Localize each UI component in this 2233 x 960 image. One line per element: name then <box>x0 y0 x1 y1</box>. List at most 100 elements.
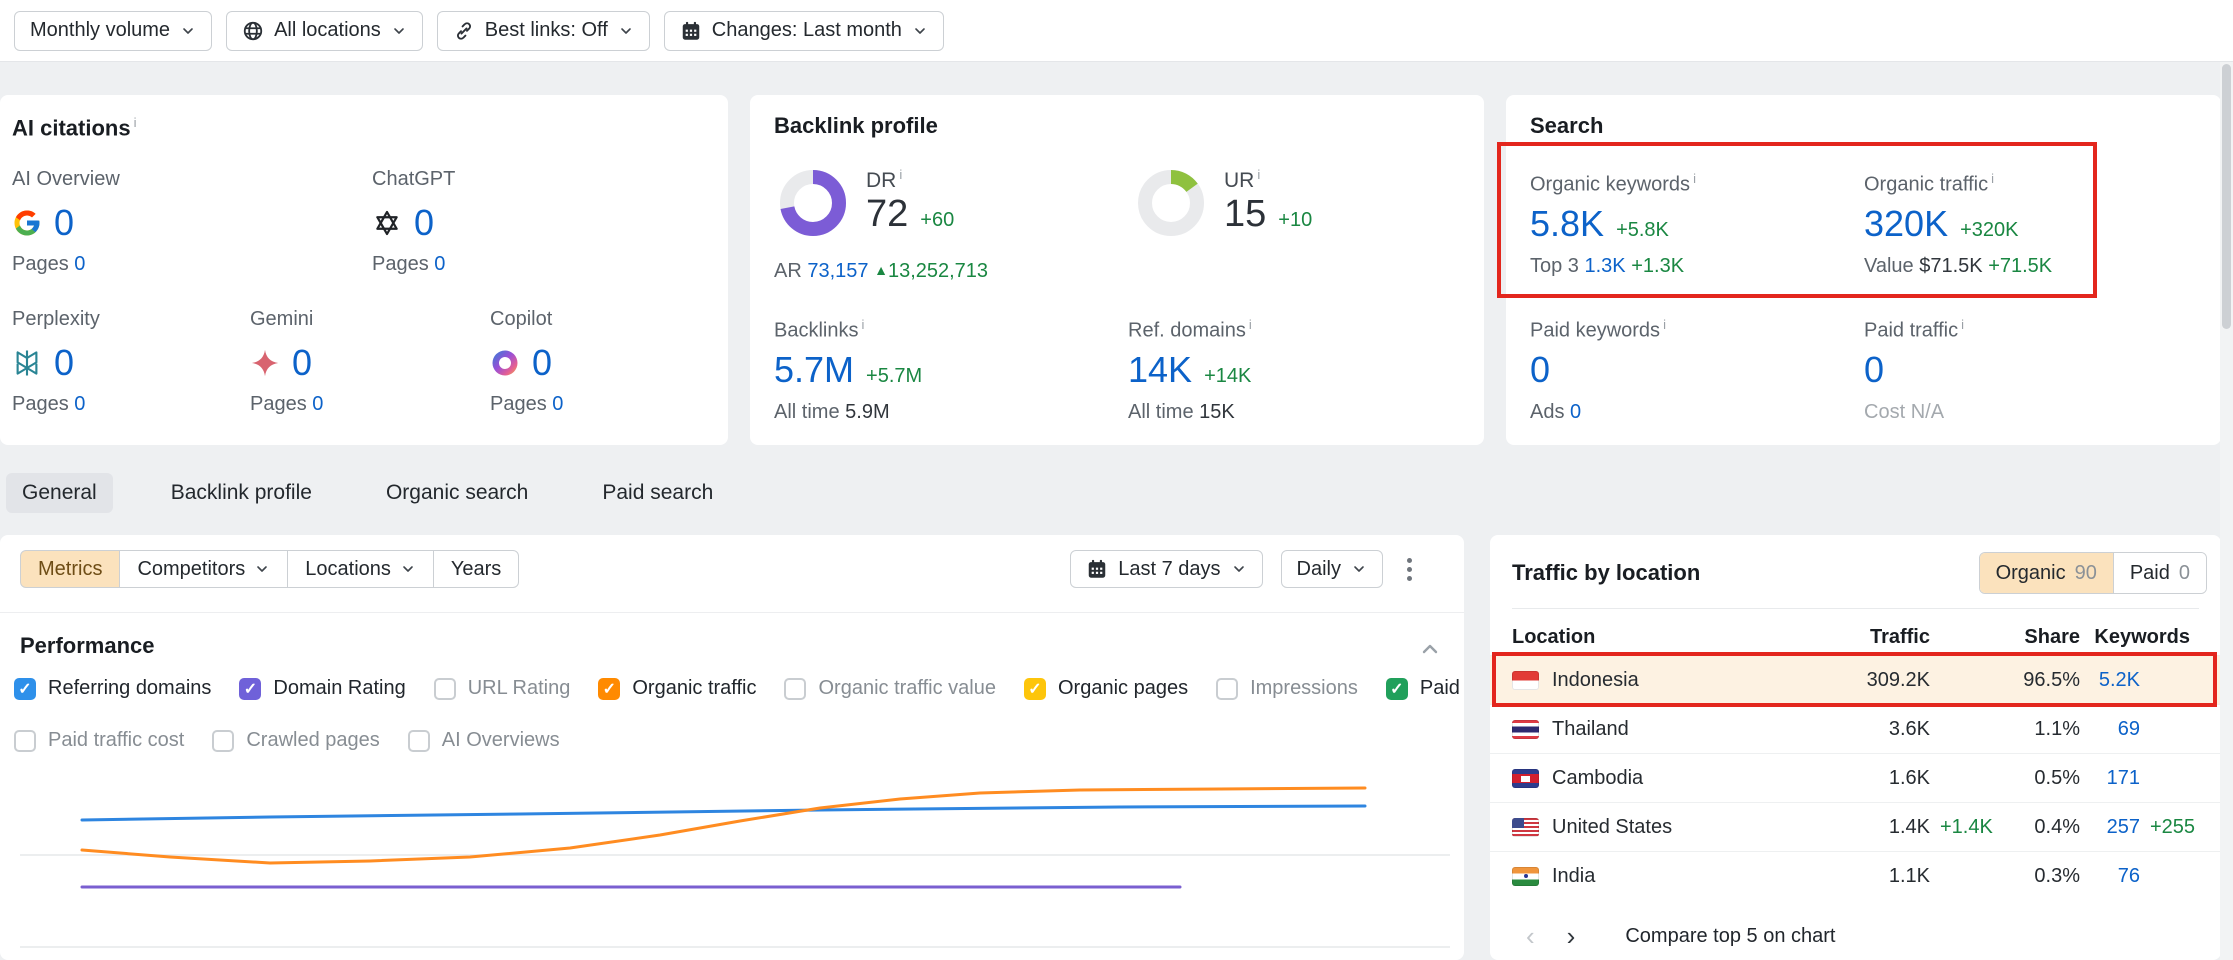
next-page-chevron-icon[interactable]: › <box>1566 921 1576 951</box>
backlinks-alltime: 5.9M <box>845 400 890 423</box>
metrics-button[interactable]: Metrics <box>20 550 121 588</box>
keywords-count[interactable]: 76 <box>2117 864 2140 887</box>
pages-count[interactable]: 0 <box>74 393 86 415</box>
checkbox-icon <box>1023 677 1046 700</box>
ref-domains-value[interactable]: 14K <box>1128 348 1193 390</box>
checkbox-organic-traffic-value[interactable]: Organic traffic value <box>784 677 996 700</box>
location-name: United States <box>1552 815 1673 838</box>
keywords-count[interactable]: 5.2K <box>2098 668 2140 691</box>
info-icon: i <box>1257 167 1261 182</box>
ur-value: 15 <box>1224 193 1267 235</box>
checkbox-label: Organic traffic value <box>818 677 996 699</box>
page-scrollbar[interactable] <box>2220 62 2233 960</box>
scrollbar-thumb[interactable] <box>2222 64 2231 329</box>
info-icon: i <box>899 167 903 182</box>
tab-general[interactable]: General <box>6 473 113 513</box>
table-row-indonesia[interactable]: Indonesia 309.2K 96.5% 5.2K <box>1490 655 2221 704</box>
calendar-icon <box>682 21 700 40</box>
locations-filter[interactable]: All locations <box>226 10 423 51</box>
tab-backlink-profile[interactable]: Backlink profile <box>170 481 312 504</box>
changes-filter[interactable]: Changes: Last month <box>663 10 944 51</box>
keywords-count[interactable]: 69 <box>2117 717 2140 740</box>
keywords-count[interactable]: 257 <box>2106 815 2140 838</box>
table-row-cambodia[interactable]: Cambodia 1.6K 0.5% 171 <box>1490 753 2221 802</box>
years-button[interactable]: Years <box>432 550 520 588</box>
ar-value[interactable]: 73,157 <box>807 260 869 282</box>
traffic-value-delta: +71.5K <box>1988 254 2053 277</box>
checkbox-icon <box>14 729 36 752</box>
chatgpt-count[interactable]: 0 <box>414 202 435 243</box>
pages-count[interactable]: 0 <box>312 393 324 415</box>
checkbox-domain-rating[interactable]: Domain Rating <box>239 677 406 700</box>
location-pagination: ‹ › Compare top 5 on chart <box>1526 923 1835 949</box>
checkbox-organic-traffic[interactable]: Organic traffic <box>598 677 756 700</box>
paid-keywords-value[interactable]: 0 <box>1530 348 1551 390</box>
monthly-volume-filter[interactable]: Monthly volume <box>14 10 213 51</box>
locations-button[interactable]: Locations <box>287 550 434 588</box>
organic-keywords-value[interactable]: 5.8K <box>1530 202 1605 244</box>
date-range-button[interactable]: Last 7 days <box>1070 550 1263 588</box>
ai-overview-count[interactable]: 0 <box>54 202 75 243</box>
ai-citations-title: AI citations i <box>12 115 137 141</box>
perplexity-count[interactable]: 0 <box>54 342 75 383</box>
location-name: India <box>1552 864 1596 887</box>
ads-value[interactable]: 0 <box>1570 400 1582 423</box>
prev-page-chevron-icon[interactable]: ‹ <box>1526 921 1535 951</box>
organic-traffic-value[interactable]: 320K <box>1864 202 1949 244</box>
calendar-icon <box>1089 559 1106 578</box>
checkbox-crawled-pages[interactable]: Crawled pages <box>212 729 380 752</box>
toggle-paid[interactable]: Paid 0 <box>2112 553 2206 593</box>
checkbox-paid-traffic-cost[interactable]: Paid traffic cost <box>14 729 184 752</box>
cost-label: Cost <box>1864 400 1906 423</box>
checkbox-label: Impressions <box>1250 677 1358 699</box>
checkbox-icon <box>784 677 807 700</box>
section-tabs: General Backlink profile Organic search … <box>6 472 729 514</box>
checkbox-label: Paid traffic <box>1419 677 1464 699</box>
tab-organic-search[interactable]: Organic search <box>385 481 529 504</box>
top3-value[interactable]: 1.3K <box>1584 254 1626 277</box>
more-options-kebab-icon[interactable] <box>1401 552 1418 587</box>
checkbox-referring-domains[interactable]: Referring domains <box>14 677 211 700</box>
gemini-count[interactable]: 0 <box>292 342 313 383</box>
keywords-count[interactable]: 171 <box>2106 766 2140 789</box>
table-row-united-states[interactable]: United States 1.4K +1.4K 0.4% 257 +255 <box>1490 802 2221 851</box>
ai-overview-label: AI Overview <box>12 168 120 190</box>
location-name: Cambodia <box>1552 766 1644 789</box>
share-value: 0.4% <box>2034 815 2080 838</box>
tab-paid-search[interactable]: Paid search <box>602 481 714 504</box>
toggle-organic[interactable]: Organic 90 <box>1979 553 2113 593</box>
traffic-value: 1.4K <box>1888 815 1930 838</box>
checkbox-ai-overviews[interactable]: AI Overviews <box>407 729 560 752</box>
compare-top5-link[interactable]: Compare top 5 on chart <box>1625 924 1836 947</box>
flag-united-states-icon <box>1512 817 1539 837</box>
checkbox-paid-traffic[interactable]: Paid traffic <box>1385 677 1464 700</box>
paid-traffic-value[interactable]: 0 <box>1864 348 1885 390</box>
ref-domains-delta: +14K <box>1204 364 1252 387</box>
table-row-thailand[interactable]: Thailand 3.6K 1.1% 69 <box>1490 704 2221 753</box>
best-links-filter[interactable]: Best links: Off <box>436 10 650 51</box>
table-row-india[interactable]: India 1.1K 0.3% 76 <box>1490 851 2221 900</box>
checkbox-impressions[interactable]: Impressions <box>1216 677 1358 700</box>
pages-count[interactable]: 0 <box>74 253 86 275</box>
perplexity-metric: Perplexity 0 Pages 0 <box>12 308 100 416</box>
copilot-count[interactable]: 0 <box>532 342 553 383</box>
monthly-volume-label: Monthly volume <box>30 19 171 41</box>
pages-count[interactable]: 0 <box>552 393 564 415</box>
keywords-delta: +255 <box>2150 815 2196 838</box>
organic-paid-toggle: Organic 90 Paid 0 <box>1978 552 2207 594</box>
traffic-by-location-title: Traffic by location <box>1512 560 1701 585</box>
info-icon: i <box>861 317 865 332</box>
collapse-chevron-icon[interactable] <box>1418 637 1442 661</box>
checkbox-url-rating[interactable]: URL Rating <box>433 677 570 700</box>
organic-keywords-delta: +5.8K <box>1616 218 1669 241</box>
granularity-button[interactable]: Daily <box>1280 550 1383 588</box>
perplexity-label: Perplexity <box>12 308 100 330</box>
locations-filter-label: All locations <box>274 19 381 41</box>
triangle-up-icon: ▲ <box>874 262 888 278</box>
backlinks-value[interactable]: 5.7M <box>774 348 855 390</box>
checkbox-organic-pages[interactable]: Organic pages <box>1023 677 1188 700</box>
chevron-down-icon <box>915 27 925 34</box>
competitors-button[interactable]: Competitors <box>119 550 289 588</box>
pages-label: Pages <box>12 253 69 275</box>
pages-count[interactable]: 0 <box>434 253 446 275</box>
